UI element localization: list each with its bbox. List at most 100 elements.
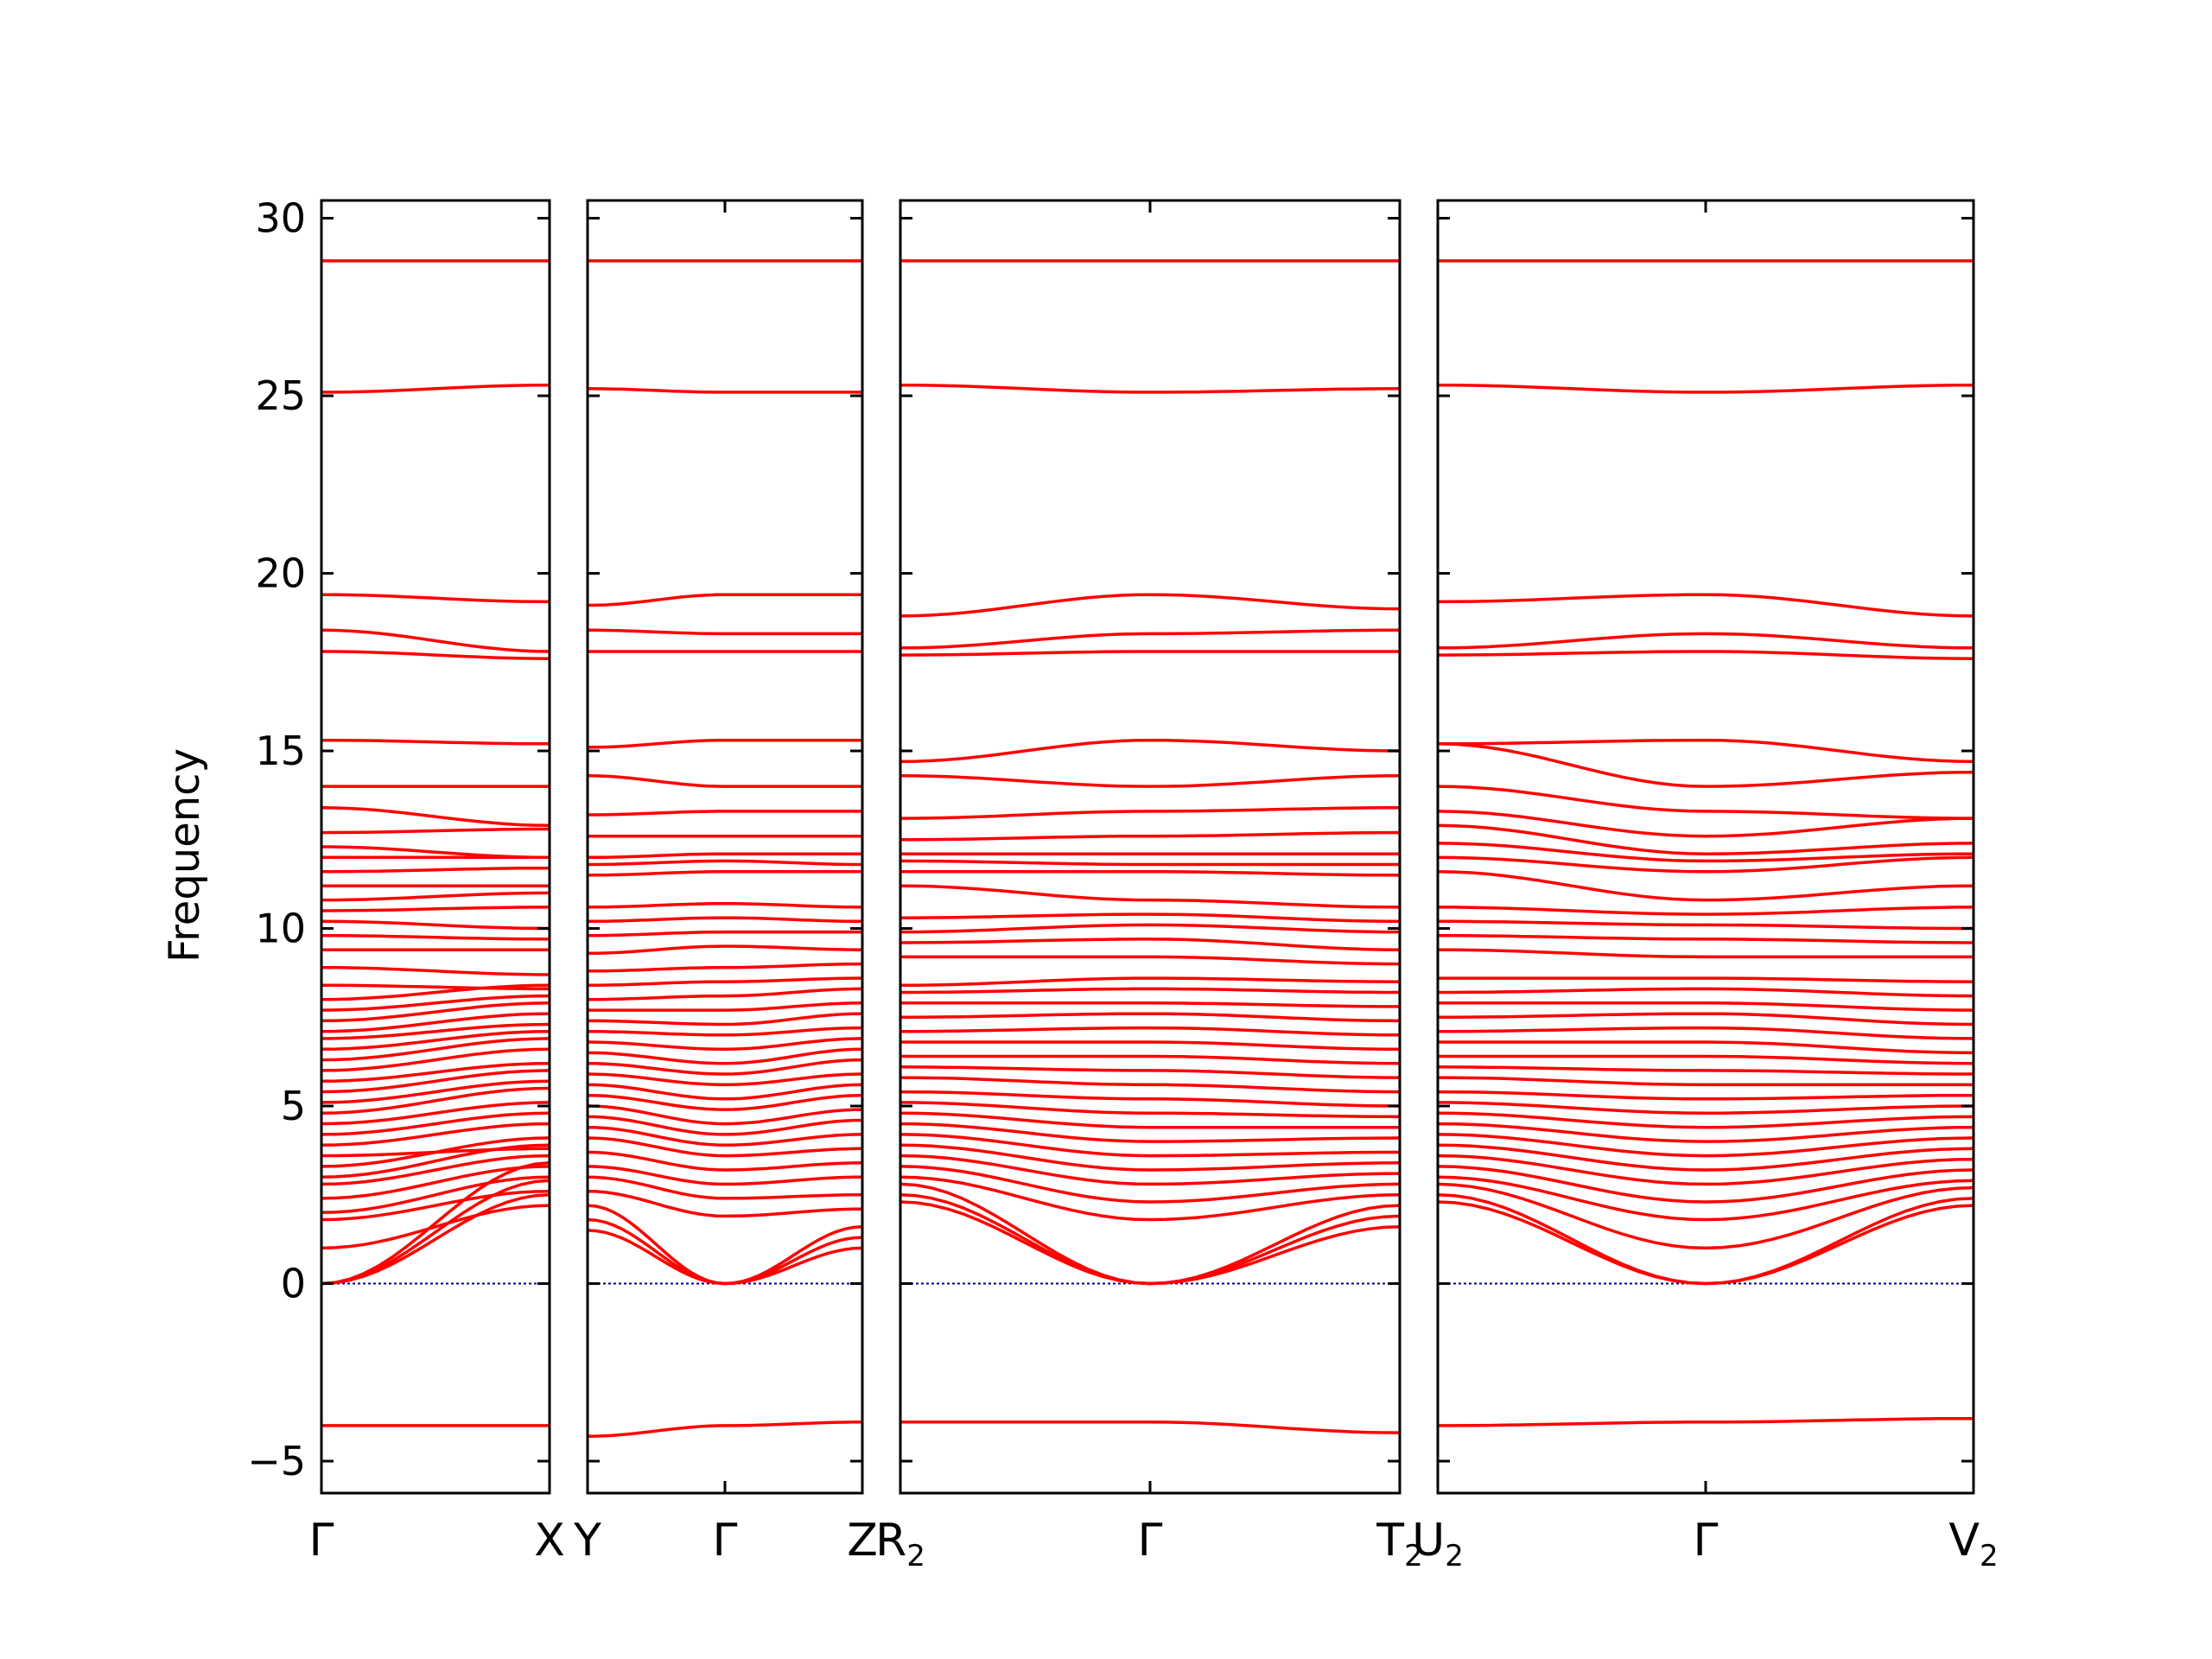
band-line <box>1149 898 1401 909</box>
band-line <box>1705 810 1974 820</box>
band-line <box>1705 1157 1974 1186</box>
band-line <box>1437 1154 1707 1186</box>
band-line <box>1438 738 1706 746</box>
band-line <box>1705 593 1974 618</box>
band-line <box>1706 1093 1974 1101</box>
y-tick-label: 0 <box>281 1261 306 1307</box>
band-line <box>587 902 725 909</box>
y-axis-label: Frequency <box>161 748 209 963</box>
band-line <box>724 1207 863 1218</box>
band-line <box>587 387 725 394</box>
band-line <box>321 1122 550 1147</box>
band-line <box>1150 987 1400 995</box>
band-line <box>1150 976 1401 983</box>
band-line <box>1437 842 1707 863</box>
band-line <box>321 906 550 912</box>
band-line <box>1150 1012 1401 1023</box>
band-line <box>899 810 1151 820</box>
band-line <box>1705 1179 1974 1222</box>
band-line <box>1149 912 1401 924</box>
band-line <box>1437 1090 1707 1101</box>
band-line <box>725 902 863 909</box>
band-line <box>587 1150 726 1172</box>
band-line <box>587 980 725 988</box>
band-line <box>724 1037 863 1052</box>
band-line <box>321 994 550 1012</box>
band-line <box>899 884 1151 902</box>
y-tick-label: 10 <box>255 906 306 952</box>
kpoint-label: Y <box>573 1515 601 1567</box>
band-line <box>725 1175 863 1186</box>
band-line <box>1437 870 1707 902</box>
band-line <box>321 891 550 902</box>
y-tick-label: 30 <box>255 195 306 242</box>
band-line <box>321 1022 550 1040</box>
y-tick-label: 15 <box>255 728 306 774</box>
band-line <box>321 845 550 860</box>
band-line <box>1705 842 1974 855</box>
band-line <box>1705 1125 1974 1143</box>
band-line <box>321 1061 550 1084</box>
band-line <box>1437 1133 1707 1158</box>
band-line <box>1705 923 1974 931</box>
band-line <box>321 1154 550 1186</box>
band-line <box>321 1204 550 1250</box>
band-line <box>587 1229 726 1286</box>
band-line <box>724 1083 863 1101</box>
band-line <box>724 1093 863 1111</box>
y-tick-label: 20 <box>255 550 306 597</box>
band-line <box>1149 955 1401 966</box>
band-line <box>588 994 726 1001</box>
band-line <box>1437 1122 1707 1143</box>
band-line <box>321 866 550 874</box>
band-line <box>1149 1054 1401 1065</box>
band-line <box>321 1012 550 1033</box>
band-line <box>587 1175 726 1200</box>
band-line <box>321 1037 550 1062</box>
band-line <box>1437 1101 1707 1115</box>
band-line <box>724 1058 863 1076</box>
kpoint-subscript: 2 <box>1404 1539 1423 1573</box>
band-line <box>1706 1104 1974 1115</box>
band-line <box>1437 1111 1707 1129</box>
band-line <box>1438 987 1706 995</box>
band-line <box>899 593 1151 618</box>
band-line <box>1149 738 1401 753</box>
band-line <box>587 1125 726 1147</box>
band-line <box>1706 852 1974 863</box>
band-line <box>1150 806 1400 813</box>
band-line <box>1705 632 1974 650</box>
band-line <box>1705 1069 1974 1076</box>
band-line <box>588 852 726 860</box>
band-line <box>725 1421 862 1427</box>
kpoint-label: U2 <box>1412 1515 1464 1573</box>
band-line <box>725 944 863 951</box>
band-line <box>321 628 550 653</box>
band-line <box>724 1012 863 1027</box>
band-line <box>1705 1026 1974 1040</box>
band-line <box>1149 1150 1400 1158</box>
y-tick-label: 5 <box>281 1083 306 1129</box>
band-line <box>321 933 550 941</box>
band-line <box>1706 650 1974 660</box>
band-line <box>321 1069 550 1094</box>
kpoint-label: R2 <box>875 1515 925 1573</box>
band-line <box>1437 632 1707 650</box>
band-line <box>587 1072 726 1087</box>
kpoint-label: Γ <box>1138 1515 1163 1567</box>
band-line <box>899 1175 1151 1222</box>
band-line <box>1705 1197 1974 1286</box>
band-line <box>321 383 550 394</box>
kpoint-label: Γ <box>713 1515 738 1567</box>
band-line <box>1149 1069 1400 1079</box>
band-line <box>1149 1001 1400 1008</box>
band-line <box>587 1204 726 1286</box>
band-line <box>321 1086 550 1115</box>
band-line <box>1705 987 1974 998</box>
band-line <box>899 1182 1151 1286</box>
band-line <box>1705 1147 1974 1172</box>
band-line <box>588 916 725 924</box>
band-line <box>899 1065 1150 1072</box>
band-line <box>1437 933 1707 941</box>
band-line <box>1437 1065 1706 1072</box>
